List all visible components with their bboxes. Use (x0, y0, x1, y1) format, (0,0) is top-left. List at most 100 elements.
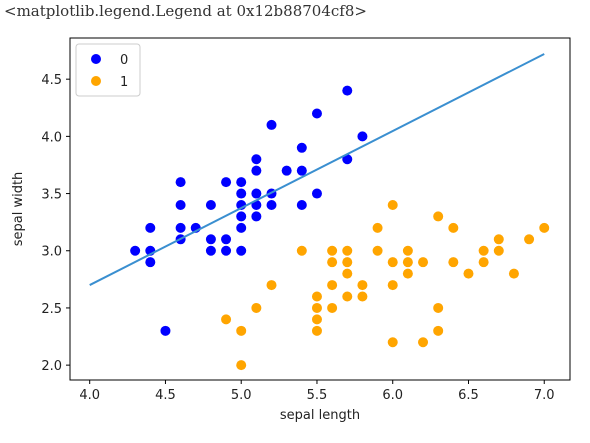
scatter-point-series-0 (251, 154, 262, 165)
scatter-point-series-0 (236, 222, 247, 233)
scatter-point-series-1 (342, 291, 353, 302)
x-tick-label: 5.0 (231, 388, 252, 403)
scatter-point-series-0 (357, 131, 368, 142)
scatter-point-series-1 (372, 245, 383, 256)
scatter-point-series-0 (296, 199, 307, 210)
scatter-point-series-1 (448, 257, 459, 268)
scatter-point-series-0 (221, 177, 232, 188)
legend-marker-1 (91, 76, 101, 86)
legend-label-0: 0 (120, 53, 128, 68)
scatter-point-series-1 (251, 302, 262, 313)
scatter-point-series-0 (145, 257, 156, 268)
y-tick-label: 3.5 (41, 188, 62, 203)
y-tick-label: 4.5 (41, 73, 62, 88)
scatter-point-series-1 (296, 245, 307, 256)
y-tick-label: 4.0 (41, 130, 62, 145)
x-tick-label: 5.5 (307, 388, 328, 403)
scatter-point-series-0 (251, 211, 262, 222)
scatter-point-series-1 (387, 337, 398, 348)
scatter-point-series-1 (493, 234, 504, 245)
scatter-point-series-0 (205, 234, 216, 245)
scatter-point-series-0 (281, 165, 292, 176)
fit-line (89, 53, 545, 286)
scatter-point-series-1 (508, 268, 519, 279)
scatter-point-series-0 (236, 177, 247, 188)
scatter-point-series-1 (221, 314, 232, 325)
y-tick-label: 3.0 (41, 245, 62, 260)
scatter-point-series-0 (205, 245, 216, 256)
legend-box (75, 43, 141, 97)
scatter-point-series-0 (266, 119, 277, 130)
scatter-point-series-1 (418, 257, 429, 268)
scatter-point-series-1 (236, 360, 247, 371)
scatter-point-series-0 (311, 108, 322, 119)
scatter-point-series-0 (236, 211, 247, 222)
scatter-point-series-0 (236, 188, 247, 199)
scatter-point-series-1 (524, 234, 535, 245)
scatter-point-series-1 (357, 280, 368, 291)
plot-frame (69, 37, 571, 381)
scatter-point-series-0 (311, 188, 322, 199)
scatter-point-series-0 (236, 245, 247, 256)
scatter-point-series-0 (221, 234, 232, 245)
scatter-point-series-1 (402, 245, 413, 256)
scatter-point-series-1 (342, 245, 353, 256)
scatter-point-series-1 (387, 199, 398, 210)
y-tick-label: 2.5 (41, 302, 62, 317)
scatter-point-series-1 (493, 245, 504, 256)
scatter-point-series-1 (433, 302, 444, 313)
scatter-point-series-1 (433, 325, 444, 336)
x-tick-label: 4.0 (79, 388, 100, 403)
scatter-point-series-1 (327, 302, 338, 313)
scatter-point-series-1 (478, 257, 489, 268)
scatter-point-series-0 (221, 245, 232, 256)
scatter-point-series-0 (145, 222, 156, 233)
x-tick-label: 7.0 (534, 388, 555, 403)
scatter-point-series-0 (266, 199, 277, 210)
scatter-point-series-1 (448, 222, 459, 233)
scatter-point-series-0 (205, 199, 216, 210)
scatter-point-series-1 (433, 211, 444, 222)
scatter-point-series-1 (266, 280, 277, 291)
scatter-point-series-1 (463, 268, 474, 279)
scatter-point-series-1 (357, 291, 368, 302)
scatter-point-series-0 (251, 165, 262, 176)
x-tick-label: 6.5 (458, 388, 479, 403)
scatter-point-series-1 (327, 257, 338, 268)
scatter-point-series-1 (327, 245, 338, 256)
scatter-point-series-1 (236, 325, 247, 336)
scatter-point-series-1 (387, 257, 398, 268)
scatter-point-series-0 (342, 85, 353, 96)
scatter-point-series-0 (296, 165, 307, 176)
scatter-point-series-1 (342, 268, 353, 279)
scatter-point-series-1 (372, 222, 383, 233)
scatter-point-series-1 (402, 268, 413, 279)
scatter-point-series-0 (175, 177, 186, 188)
scatter-point-series-0 (175, 222, 186, 233)
scatter-point-series-1 (311, 314, 322, 325)
x-tick-label: 6.0 (382, 388, 403, 403)
scatter-point-series-1 (342, 257, 353, 268)
scatter-point-series-1 (327, 280, 338, 291)
y-axis-label: sepal width (11, 172, 26, 247)
legend-label-1: 1 (120, 75, 128, 90)
scatter-point-series-0 (130, 245, 141, 256)
scatter-point-series-1 (478, 245, 489, 256)
cell-output-text: <matplotlib.legend.Legend at 0x12b88704c… (4, 2, 367, 20)
scatter-point-series-1 (311, 302, 322, 313)
scatter-point-series-0 (160, 325, 171, 336)
scatter-point-series-1 (539, 222, 550, 233)
scatter-point-series-0 (296, 142, 307, 153)
scatter-point-series-0 (251, 188, 262, 199)
scatter-point-series-1 (402, 257, 413, 268)
scatter-point-series-1 (387, 280, 398, 291)
scatter-point-series-0 (175, 199, 186, 210)
scatter-point-series-1 (311, 291, 322, 302)
x-axis-label: sepal length (280, 408, 360, 423)
scatter-point-series-1 (311, 325, 322, 336)
legend-marker-0 (91, 54, 101, 64)
x-tick-label: 4.5 (155, 388, 176, 403)
y-tick-label: 2.0 (41, 359, 62, 374)
scatter-point-series-1 (418, 337, 429, 348)
